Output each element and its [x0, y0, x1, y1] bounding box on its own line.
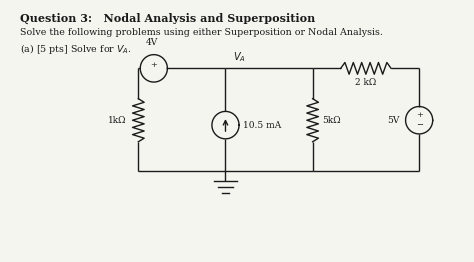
- Text: 2 kΩ: 2 kΩ: [355, 78, 376, 87]
- Text: $V_A$: $V_A$: [233, 51, 246, 64]
- Text: 4V: 4V: [146, 38, 158, 47]
- Text: +: +: [416, 111, 423, 119]
- Text: 5V: 5V: [387, 116, 400, 125]
- Text: +: +: [150, 61, 157, 69]
- Text: 5kΩ: 5kΩ: [322, 116, 341, 125]
- Text: Solve the following problems using either Superposition or Nodal Analysis.: Solve the following problems using eithe…: [20, 28, 383, 37]
- Text: 1kΩ: 1kΩ: [108, 116, 127, 125]
- Text: Question 3:   Nodal Analysis and Superposition: Question 3: Nodal Analysis and Superposi…: [20, 13, 316, 24]
- Text: −: −: [416, 121, 423, 129]
- Text: 10.5 mA: 10.5 mA: [243, 121, 281, 130]
- Text: (a) [5 pts] Solve for $V_A$.: (a) [5 pts] Solve for $V_A$.: [20, 42, 132, 56]
